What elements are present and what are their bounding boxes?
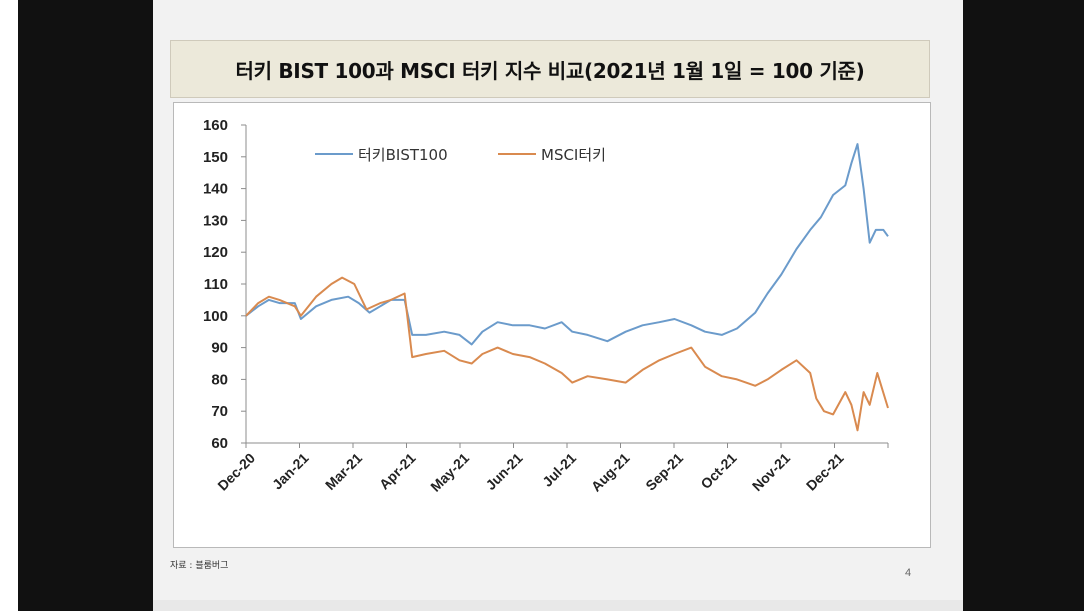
x-tick-label: Jul-21 (539, 450, 579, 490)
y-tick-label: 150 (203, 149, 228, 166)
x-tick-label: Dec-21 (803, 450, 847, 494)
page-number: 4 (905, 567, 912, 579)
legend-bist100-label: 터키BIST100 (358, 146, 448, 164)
slide-bottom-strip (153, 600, 963, 611)
slide-title-box: 터키 BIST 100과 MSCI 터키 지수 비교(2021년 1월 1일 =… (170, 40, 930, 98)
left-margin-bar (0, 0, 18, 611)
y-tick-label: 120 (203, 244, 228, 261)
source-note: 자료 : 블룸버그 (170, 561, 229, 571)
y-tick-label: 70 (211, 403, 228, 420)
y-tick-label: 100 (203, 308, 228, 325)
y-tick-label: 130 (203, 212, 228, 229)
x-tick-label: Nov-21 (749, 450, 793, 494)
legend-msci-turkey-label: MSCI터키 (541, 146, 606, 164)
series-line-bist100 (245, 143, 889, 346)
x-tick-label: Dec-20 (214, 450, 258, 494)
x-tick-label: Jan-21 (269, 450, 312, 493)
x-tick-label: May-21 (427, 450, 472, 495)
y-tick-label: 60 (211, 435, 228, 452)
x-tick-label: Sep-21 (642, 450, 686, 494)
x-tick-label: Oct-21 (697, 450, 739, 492)
x-tick-label: Mar-21 (322, 450, 365, 493)
y-tick-label: 110 (204, 276, 228, 293)
x-tick-label: Jun-21 (482, 450, 525, 493)
x-tick-label: Apr-21 (376, 450, 419, 493)
slide-title: 터키 BIST 100과 MSCI 터키 지수 비교(2021년 1월 1일 =… (235, 58, 865, 83)
series-line-msci-turkey (245, 276, 889, 432)
y-tick-label: 90 (211, 340, 228, 357)
y-tick-label: 80 (211, 371, 228, 388)
y-tick-label: 140 (203, 181, 228, 198)
y-tick-label: 160 (203, 117, 228, 134)
x-tick-label: Aug-21 (588, 450, 633, 495)
